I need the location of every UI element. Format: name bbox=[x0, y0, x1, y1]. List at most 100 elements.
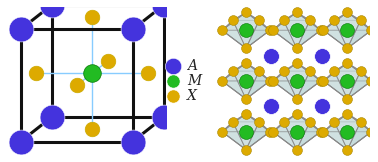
Point bbox=[243, 98, 249, 100]
Point bbox=[344, 29, 350, 32]
Point bbox=[368, 80, 374, 82]
Point bbox=[331, 70, 337, 72]
Point bbox=[321, 80, 327, 82]
Point bbox=[344, 148, 350, 151]
Polygon shape bbox=[273, 122, 297, 150]
Polygon shape bbox=[246, 63, 270, 81]
Polygon shape bbox=[222, 71, 246, 99]
Polygon shape bbox=[284, 114, 310, 122]
Polygon shape bbox=[297, 12, 321, 30]
Polygon shape bbox=[222, 114, 246, 132]
Point bbox=[270, 29, 276, 32]
Point bbox=[49, 116, 55, 118]
Point bbox=[319, 105, 325, 108]
Point bbox=[344, 112, 350, 115]
Polygon shape bbox=[324, 81, 371, 99]
Polygon shape bbox=[324, 63, 371, 81]
Point bbox=[243, 130, 249, 133]
Polygon shape bbox=[222, 114, 270, 132]
Polygon shape bbox=[297, 71, 321, 99]
Point bbox=[368, 130, 374, 133]
Point bbox=[146, 72, 152, 75]
Point bbox=[17, 140, 23, 143]
Polygon shape bbox=[324, 114, 371, 132]
Polygon shape bbox=[273, 30, 321, 48]
Polygon shape bbox=[246, 20, 270, 48]
Polygon shape bbox=[246, 71, 270, 99]
Polygon shape bbox=[324, 12, 347, 30]
Polygon shape bbox=[334, 63, 361, 71]
Polygon shape bbox=[347, 63, 371, 81]
Polygon shape bbox=[334, 122, 361, 150]
Polygon shape bbox=[284, 71, 310, 99]
Point bbox=[89, 16, 95, 18]
Polygon shape bbox=[324, 132, 371, 150]
Point bbox=[89, 72, 95, 75]
Point bbox=[267, 29, 273, 32]
Point bbox=[358, 70, 364, 72]
Point bbox=[268, 54, 274, 57]
Polygon shape bbox=[297, 114, 321, 132]
Polygon shape bbox=[297, 63, 321, 81]
Polygon shape bbox=[347, 122, 371, 150]
Point bbox=[130, 28, 136, 31]
Polygon shape bbox=[222, 63, 246, 81]
Point bbox=[243, 62, 249, 64]
Text: M: M bbox=[187, 74, 201, 88]
Polygon shape bbox=[273, 71, 297, 99]
Point bbox=[243, 29, 249, 32]
Point bbox=[344, 130, 350, 133]
Point bbox=[17, 28, 23, 31]
Point bbox=[89, 128, 95, 131]
Point bbox=[318, 29, 324, 32]
Polygon shape bbox=[347, 114, 371, 132]
Polygon shape bbox=[222, 12, 270, 30]
Point bbox=[344, 62, 350, 64]
Polygon shape bbox=[297, 122, 321, 150]
Polygon shape bbox=[222, 132, 270, 150]
Point bbox=[344, 47, 350, 50]
Polygon shape bbox=[273, 12, 297, 30]
Point bbox=[270, 80, 276, 82]
Point bbox=[331, 19, 337, 22]
Point bbox=[294, 11, 300, 14]
Polygon shape bbox=[246, 12, 270, 30]
Polygon shape bbox=[222, 63, 270, 81]
Point bbox=[230, 70, 236, 72]
Point bbox=[33, 72, 39, 75]
Point bbox=[358, 19, 364, 22]
Point bbox=[307, 19, 313, 22]
Point bbox=[321, 29, 327, 32]
Point bbox=[307, 70, 313, 72]
Point bbox=[243, 80, 249, 82]
Point bbox=[294, 112, 300, 115]
Point bbox=[294, 62, 300, 64]
Polygon shape bbox=[334, 71, 361, 99]
Point bbox=[243, 112, 249, 115]
Point bbox=[344, 80, 350, 82]
Polygon shape bbox=[347, 20, 371, 48]
Text: X: X bbox=[187, 89, 197, 103]
Polygon shape bbox=[324, 71, 347, 99]
Polygon shape bbox=[273, 81, 321, 99]
Point bbox=[130, 140, 136, 143]
Point bbox=[243, 148, 249, 151]
Point bbox=[319, 54, 325, 57]
Point bbox=[219, 80, 225, 82]
Polygon shape bbox=[284, 20, 310, 48]
Polygon shape bbox=[284, 12, 310, 20]
Polygon shape bbox=[334, 20, 361, 48]
Point bbox=[331, 121, 337, 123]
Polygon shape bbox=[233, 12, 259, 20]
Polygon shape bbox=[324, 63, 347, 81]
Point bbox=[358, 121, 364, 123]
Polygon shape bbox=[347, 71, 371, 99]
Polygon shape bbox=[273, 20, 297, 48]
Point bbox=[74, 84, 80, 87]
Point bbox=[49, 3, 55, 6]
Polygon shape bbox=[324, 114, 347, 132]
Point bbox=[294, 80, 300, 82]
Point bbox=[270, 130, 276, 133]
Polygon shape bbox=[334, 12, 361, 20]
Point bbox=[170, 94, 177, 97]
